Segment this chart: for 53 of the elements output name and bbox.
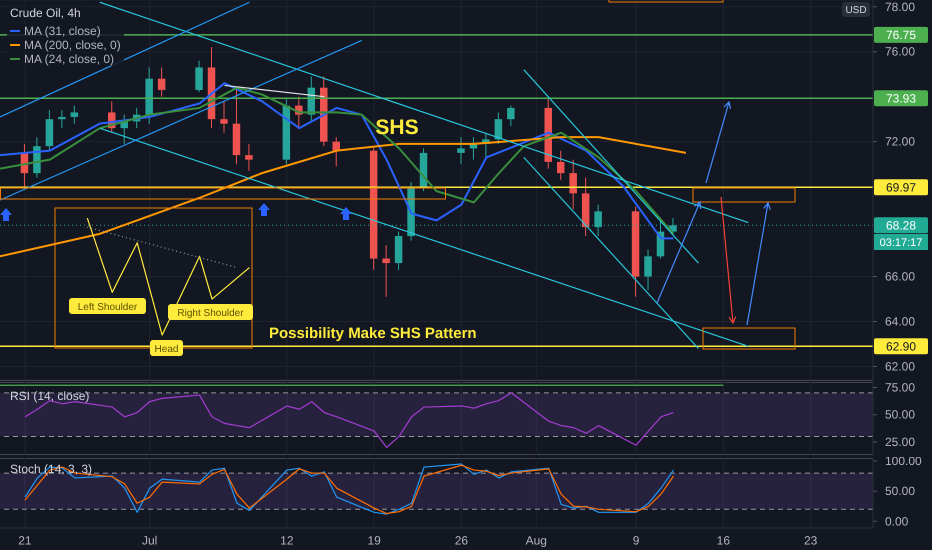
candlestick <box>158 66 166 98</box>
y-tick-label: 50.00 <box>885 484 916 498</box>
candlestick <box>457 136 465 165</box>
ref-line-label: 62.90 <box>886 339 916 354</box>
line-series <box>0 136 687 258</box>
x-tick-label: 23 <box>804 534 818 548</box>
x-tick-label: Jul <box>142 534 158 548</box>
y-tick-label: 76.00 <box>885 44 916 59</box>
ref-line-label: 76.75 <box>886 28 916 42</box>
y-tick-label: 62.00 <box>885 360 916 374</box>
candlestick <box>70 105 78 124</box>
candlestick <box>220 100 228 134</box>
x-tick-label: 21 <box>18 534 32 548</box>
y-tick-label: 66.00 <box>885 270 916 284</box>
y-tick-label: 64.00 <box>885 314 916 329</box>
y-tick-label: 72.00 <box>885 134 916 149</box>
text: RSI (14, close) <box>9 389 90 403</box>
candlestick <box>382 244 390 298</box>
annotation: Possibility Make SHS Pattern <box>269 325 477 342</box>
ref-line-label: 69.97 <box>886 180 916 194</box>
ref-line-label: 73.93 <box>886 91 916 106</box>
legend-label: MA (200, close, 0) <box>24 38 121 52</box>
annotation: Head <box>154 344 178 355</box>
legend-label: MA (24, close, 0) <box>24 52 114 66</box>
x-tick-label: 12 <box>280 534 294 548</box>
y-tick-label: 78.00 <box>885 0 916 14</box>
annotation: Right Shoulder <box>177 308 244 319</box>
x-tick-label: 16 <box>716 534 730 548</box>
x-tick-label: Aug <box>526 534 547 548</box>
candlestick <box>245 143 253 172</box>
candlestick <box>58 110 66 129</box>
text: 03:17:17 <box>880 237 922 249</box>
candlestick <box>332 136 340 167</box>
candlestick <box>644 249 652 291</box>
x-tick-label: 19 <box>367 534 382 548</box>
y-tick-label: 100.00 <box>885 454 922 468</box>
text: Crude Oil, 4h <box>8 6 83 20</box>
y-tick-label: 75.00 <box>885 380 916 394</box>
candlestick <box>507 105 515 126</box>
candlestick <box>494 112 502 144</box>
y-tick-label: 0.00 <box>885 514 909 528</box>
y-tick-label: 25.00 <box>885 434 916 449</box>
ref-line-label: 68.28 <box>886 218 916 232</box>
annotation: Left Shoulder <box>78 302 138 313</box>
candlestick <box>556 150 564 180</box>
candlestick <box>569 159 577 210</box>
annotation: USD <box>845 5 867 16</box>
x-tick-label: 9 <box>632 534 640 548</box>
x-tick-label: 26 <box>454 534 468 548</box>
candlestick <box>195 60 203 93</box>
legend-label: MA (31, close) <box>24 24 101 38</box>
y-tick-label: 50.00 <box>885 408 916 422</box>
annotation: SHS <box>375 116 419 139</box>
